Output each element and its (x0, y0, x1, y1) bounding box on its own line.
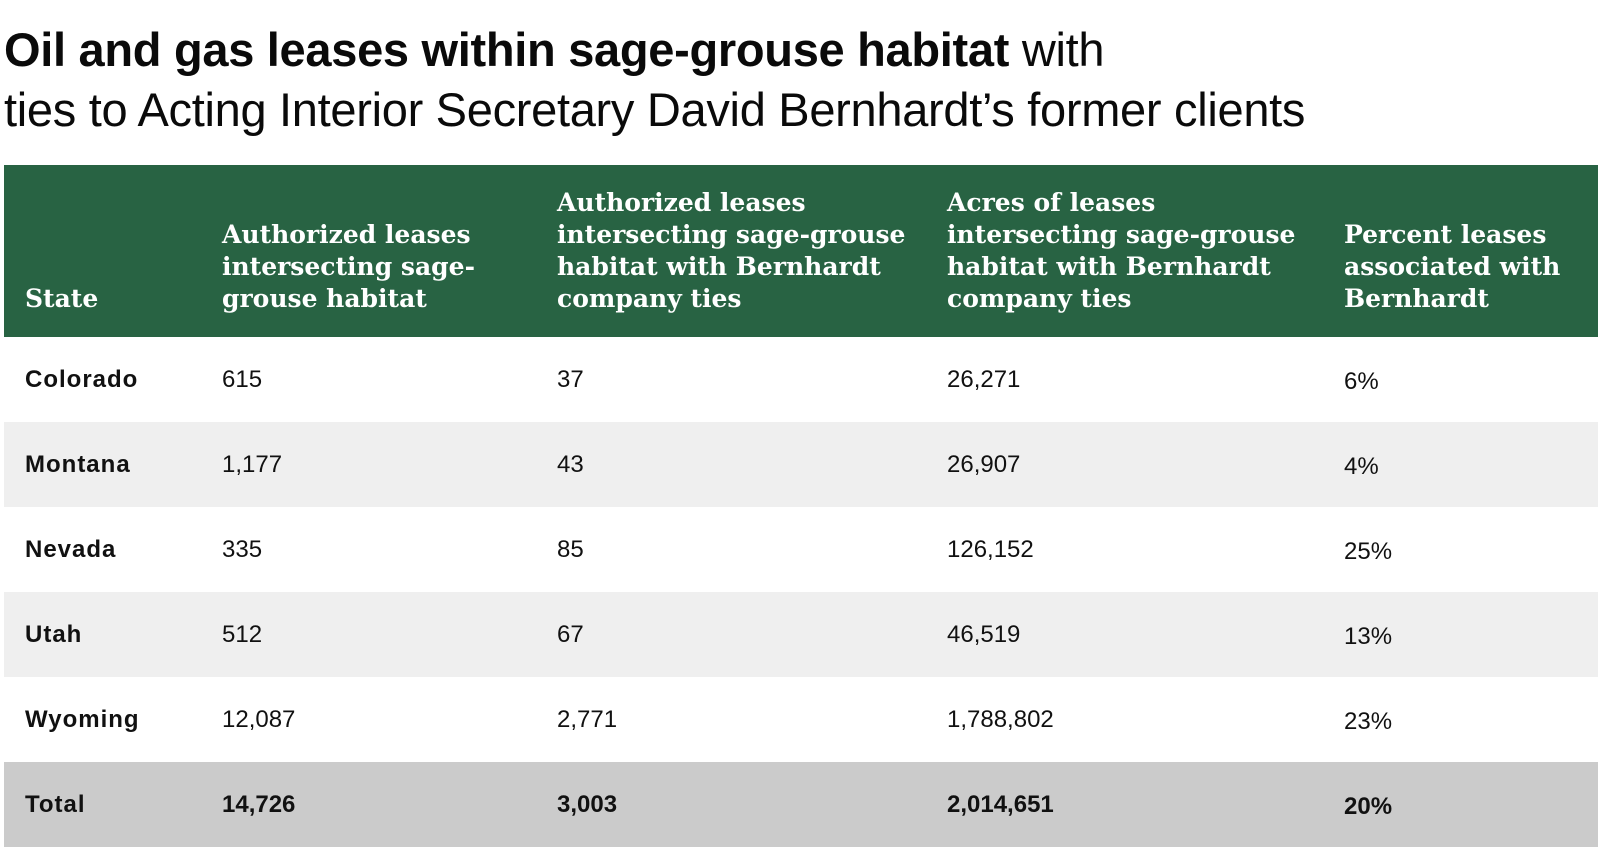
cell-percent-bernhardt: 6% (1344, 367, 1379, 395)
header-percent-bernhardt: Percent leases associated with Bernhardt (1344, 220, 1561, 313)
header-acres-bernhardt-ties: Acres of leases intersecting sage-grouse… (947, 188, 1296, 313)
title-bold: Oil and gas leases within sage-grouse ha… (4, 23, 1010, 76)
cell-state: Nevada (25, 535, 117, 563)
cell-leases-bernhardt-ties: 43 (557, 450, 584, 478)
cell-percent-bernhardt: 25% (1344, 537, 1393, 565)
cell-total-acres-bernhardt-ties: 2,014,651 (947, 790, 1054, 818)
table-row: Wyoming 12,087 2,771 1,788,802 23% (4, 677, 1598, 762)
cell-acres-bernhardt-ties: 126,152 (947, 535, 1034, 563)
cell-state: Utah (25, 620, 83, 648)
cell-authorized-leases: 615 (222, 365, 263, 393)
cell-percent-bernhardt: 23% (1344, 707, 1393, 735)
title-rest-line1: with (1009, 23, 1105, 76)
table-row: Nevada 335 85 126,152 25% (4, 507, 1598, 592)
cell-state: Colorado (25, 365, 139, 393)
cell-total-leases-bernhardt-ties: 3,003 (557, 790, 618, 818)
cell-total-authorized-leases: 14,726 (222, 790, 296, 818)
cell-state: Wyoming (25, 705, 140, 733)
cell-leases-bernhardt-ties: 37 (557, 365, 584, 393)
page-title: Oil and gas leases within sage-grouse ha… (4, 20, 1594, 140)
header-row: State Authorized leases intersecting sag… (4, 165, 1598, 337)
cell-acres-bernhardt-ties: 46,519 (947, 620, 1021, 648)
table-body: Colorado 615 37 26,271 6% Montana 1,177 … (4, 337, 1598, 847)
table-header: State Authorized leases intersecting sag… (4, 165, 1598, 337)
header-leases-bernhardt-ties: Authorized leases intersecting sage-grou… (557, 188, 906, 313)
cell-total-percent-bernhardt: 20% (1344, 792, 1393, 820)
cell-total-label: Total (25, 790, 86, 818)
cell-percent-bernhardt: 4% (1344, 452, 1379, 480)
cell-leases-bernhardt-ties: 67 (557, 620, 584, 648)
header-state: State (25, 284, 99, 313)
cell-percent-bernhardt: 13% (1344, 622, 1393, 650)
cell-state: Montana (25, 450, 131, 478)
cell-authorized-leases: 512 (222, 620, 263, 648)
cell-authorized-leases: 1,177 (222, 450, 283, 478)
cell-leases-bernhardt-ties: 85 (557, 535, 584, 563)
leases-table: State Authorized leases intersecting sag… (4, 165, 1598, 847)
cell-acres-bernhardt-ties: 26,271 (947, 365, 1021, 393)
leases-table-container: State Authorized leases intersecting sag… (4, 165, 1598, 847)
table-row: Montana 1,177 43 26,907 4% (4, 422, 1598, 507)
cell-leases-bernhardt-ties: 2,771 (557, 705, 618, 733)
header-authorized-leases: Authorized leases intersecting sage-grou… (222, 220, 475, 313)
cell-acres-bernhardt-ties: 1,788,802 (947, 705, 1054, 733)
total-row: Total 14,726 3,003 2,014,651 20% (4, 762, 1598, 847)
table-row: Utah 512 67 46,519 13% (4, 592, 1598, 677)
table-row: Colorado 615 37 26,271 6% (4, 337, 1598, 422)
cell-authorized-leases: 335 (222, 535, 263, 563)
cell-authorized-leases: 12,087 (222, 705, 296, 733)
cell-acres-bernhardt-ties: 26,907 (947, 450, 1021, 478)
title-line2: ties to Acting Interior Secretary David … (4, 83, 1306, 136)
